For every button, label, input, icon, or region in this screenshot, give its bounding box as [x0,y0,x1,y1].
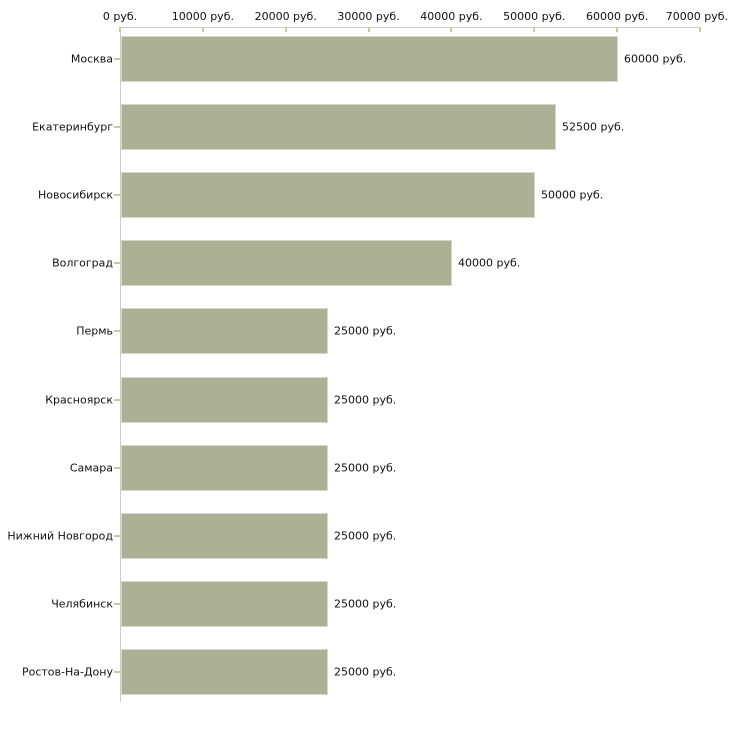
x-axis-line [120,27,701,28]
bar [121,444,328,491]
y-axis-tick-mark [114,330,121,333]
x-axis-tick-label: 40000 руб. [420,10,483,23]
category-label: Ростов-На-Дону [21,665,113,679]
x-axis-tick-mark [367,27,370,32]
category-label: Самара [69,461,113,475]
x-axis-tick-mark [616,27,619,32]
category-label: Пермь [76,324,113,338]
y-axis-tick-mark [114,466,121,469]
bar [121,172,535,219]
y-axis-tick-mark [114,58,121,60]
bar [121,308,328,355]
value-label: 25000 руб. [334,461,397,475]
x-axis-tick-mark [533,27,536,32]
y-axis-line [120,27,121,702]
value-label: 25000 руб. [334,597,397,611]
bar [121,240,452,287]
bar [121,648,328,695]
x-axis-tick-mark [450,27,453,32]
y-axis-tick-mark [114,194,121,197]
bar [121,512,328,559]
value-label: 25000 руб. [334,665,397,679]
value-label: 60000 руб. [624,52,687,66]
bar [121,104,556,151]
x-axis-tick-label: 10000 руб. [171,10,234,23]
x-axis-tick-mark [201,27,204,32]
y-axis-tick-mark [114,670,121,673]
value-label: 25000 руб. [334,529,397,543]
x-axis-tick-label: 0 руб. [102,10,138,23]
category-label: Красноярск [45,393,113,406]
value-label: 25000 руб. [334,393,397,406]
x-axis-tick-label: 70000 руб. [665,10,728,23]
bar [121,376,328,423]
category-label: Москва [70,52,113,66]
y-axis-tick-mark [114,534,121,537]
y-axis-tick-mark [114,126,121,129]
x-axis-tick-mark [119,27,121,32]
x-axis-tick-label: 50000 руб. [503,10,566,23]
x-axis-tick-mark [284,27,287,32]
category-label: Челябинск [51,597,113,611]
value-label: 25000 руб. [334,324,397,338]
bar [121,580,328,627]
value-label: 40000 руб. [458,256,521,270]
bar [121,36,618,82]
x-axis-tick-label: 30000 руб. [337,10,400,23]
category-label: Екатеринбург [32,120,113,134]
category-label: Нижний Новгород [7,529,113,543]
value-label: 52500 руб. [562,120,625,134]
y-axis-tick-mark [114,262,121,265]
category-label: Новосибирск [37,188,113,202]
y-axis-tick-mark [114,398,121,401]
x-axis-tick-mark [699,27,701,32]
x-axis-tick-label: 20000 руб. [254,10,317,23]
category-label: Волгоград [52,256,113,270]
value-label: 50000 руб. [541,188,604,202]
y-axis-tick-mark [114,602,121,605]
x-axis-tick-label: 60000 руб. [586,10,649,23]
